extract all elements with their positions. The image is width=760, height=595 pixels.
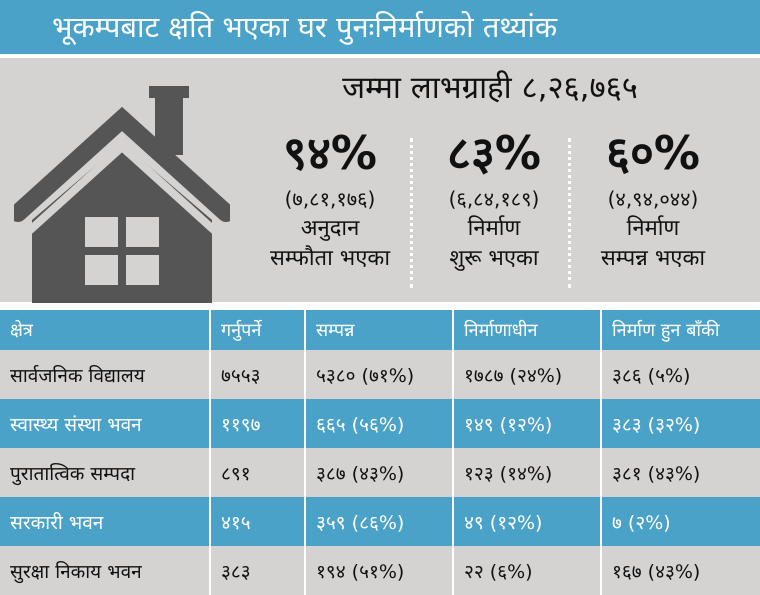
stat-label: निर्माण bbox=[626, 216, 680, 241]
cell-sector: सार्वजनिक विद्यालय bbox=[10, 364, 145, 387]
stat-construction-started: ८३% (६,८४,१८९) निर्माण शुरू भएका bbox=[419, 126, 569, 274]
cell-completed: ३८७ (४३%) bbox=[304, 448, 453, 497]
header-required: गर्नुपर्ने bbox=[209, 310, 305, 350]
stat-agreement: ९४% (७,८१,१७६) अनुदान सम्फौता भएका bbox=[255, 126, 405, 274]
cell-completed: ३५९ (८६%) bbox=[304, 497, 453, 546]
cell-required: ४१५ bbox=[209, 497, 305, 546]
cell-required: ११९७ bbox=[209, 399, 305, 448]
cell-sector: स्वास्थ्य संस्था भवन bbox=[10, 413, 142, 436]
stat-label: अनुदान bbox=[300, 216, 360, 241]
divider bbox=[568, 138, 571, 288]
stat-label: शुरू भएका bbox=[449, 246, 539, 271]
cell-sector: पुरातात्विक सम्पदा bbox=[10, 462, 136, 485]
cell-sector: सुरक्षा निकाय भवन bbox=[10, 560, 142, 583]
stat-construction-completed: ६०% (४,९४,०४४) निर्माण सम्पन्न भएका bbox=[578, 126, 728, 274]
table-row: स्वास्थ्य संस्था भवन ११९७ ६६५ (५६%) १४९ … bbox=[0, 399, 760, 448]
cell-required: ८९१ bbox=[209, 448, 305, 497]
stat-percent: ८३% bbox=[447, 126, 541, 180]
table-row: पुरातात्विक सम्पदा ८९१ ३८७ (४३%) १२३ (१४… bbox=[0, 448, 760, 497]
stat-label: सम्फौता भएका bbox=[269, 246, 391, 271]
cell-under-construction: ४९ (१२%) bbox=[452, 497, 601, 546]
stat-percent: ९४% bbox=[283, 126, 377, 180]
cell-remaining: ३८१ (४३%) bbox=[600, 448, 760, 497]
header-under-construction: निर्माणाधीन bbox=[452, 310, 601, 350]
cell-required: ७५५३ bbox=[209, 350, 305, 399]
cell-under-construction: १७८७ (२४%) bbox=[452, 350, 601, 399]
cell-completed: ५३८० (७१%) bbox=[304, 350, 453, 399]
header-completed: सम्पन्न bbox=[304, 310, 453, 350]
header-remaining: निर्माण हुन बाँकी bbox=[600, 310, 760, 350]
divider bbox=[410, 138, 413, 288]
stat-count: (६,८४,१८९) bbox=[448, 187, 540, 211]
total-beneficiaries: जम्मा लाभग्राही ८,२६,७६५ bbox=[342, 70, 638, 106]
cell-remaining: ३८६ (५%) bbox=[600, 350, 760, 399]
cell-required: ३८३ bbox=[209, 546, 305, 595]
cell-completed: ६६५ (५६%) bbox=[304, 399, 453, 448]
cell-remaining: ३८३ (३२%) bbox=[600, 399, 760, 448]
stat-count: (७,८१,१७६) bbox=[284, 187, 376, 211]
cell-under-construction: १४९ (१२%) bbox=[452, 399, 601, 448]
cell-remaining: १६७ (४३%) bbox=[600, 546, 760, 595]
table-header-row: क्षेत्र गर्नुपर्ने सम्पन्न निर्माणाधीन न… bbox=[0, 310, 760, 350]
cell-under-construction: २२ (६%) bbox=[452, 546, 601, 595]
cell-completed: १९४ (५१%) bbox=[304, 546, 453, 595]
page-title: भूकम्पबाट क्षति भएका घर पुनःनिर्माणको तथ… bbox=[0, 0, 760, 54]
sector-table: क्षेत्र गर्नुपर्ने सम्पन्न निर्माणाधीन न… bbox=[0, 310, 760, 595]
table-row: सरकारी भवन ४१५ ३५९ (८६%) ४९ (१२%) ७ (२%) bbox=[0, 497, 760, 546]
cell-remaining: ७ (२%) bbox=[600, 497, 760, 546]
stat-label: निर्माण bbox=[467, 216, 521, 241]
house-icon bbox=[14, 86, 230, 303]
summary-panel: जम्मा लाभग्राही ८,२६,७६५ ९४% (७,८१,१७६) … bbox=[0, 58, 760, 303]
header-sector: क्षेत्र bbox=[10, 320, 33, 341]
cell-under-construction: १२३ (१४%) bbox=[452, 448, 601, 497]
table-row: सार्वजनिक विद्यालय ७५५३ ५३८० (७१%) १७८७ … bbox=[0, 350, 760, 399]
stat-percent: ६०% bbox=[606, 126, 700, 180]
stat-label: सम्पन्न भएका bbox=[600, 246, 706, 271]
table-row: सुरक्षा निकाय भवन ३८३ १९४ (५१%) २२ (६%) … bbox=[0, 546, 760, 595]
cell-sector: सरकारी भवन bbox=[10, 511, 104, 534]
stat-count: (४,९४,०४४) bbox=[607, 187, 699, 211]
